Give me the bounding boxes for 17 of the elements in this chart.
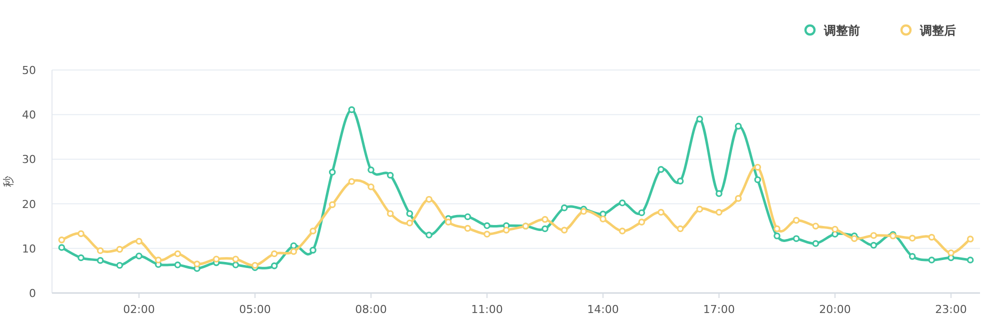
x-tick-label: 17:00 xyxy=(703,303,735,316)
y-tick-label: 0 xyxy=(29,287,36,300)
x-tick-label: 02:00 xyxy=(123,303,155,316)
y-axis-title: 秒 xyxy=(2,176,15,187)
y-tick-label: 40 xyxy=(22,108,36,122)
x-tick-label: 20:00 xyxy=(819,303,851,316)
y-tick-label: 50 xyxy=(22,64,36,77)
y-tick-label: 10 xyxy=(22,242,36,256)
legend-label: 调整后 xyxy=(919,24,956,38)
x-tick-label: 23:00 xyxy=(935,303,967,316)
y-tick-label: 30 xyxy=(22,153,36,166)
x-tick-label: 11:00 xyxy=(471,303,503,316)
x-tick-label: 05:00 xyxy=(239,303,271,316)
y-tick-label: 20 xyxy=(22,198,36,211)
x-tick-label: 14:00 xyxy=(587,303,619,316)
x-tick-label: 08:00 xyxy=(355,303,387,316)
legend-label: 调整前 xyxy=(823,24,860,38)
